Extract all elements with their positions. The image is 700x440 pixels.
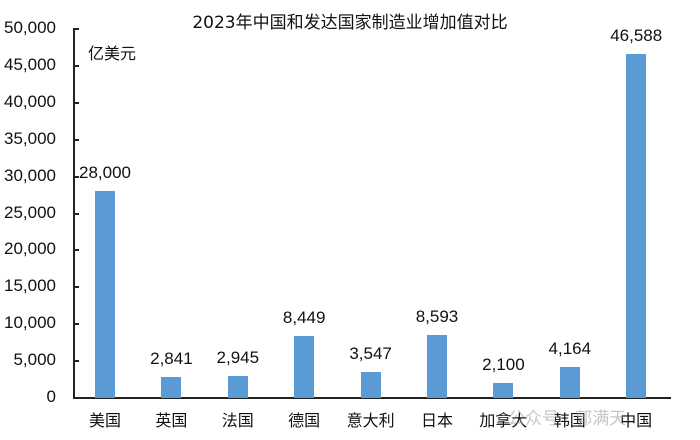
- y-tick-label: 20,000: [4, 239, 56, 259]
- bar-value-label: 2,100: [482, 354, 525, 374]
- x-category-label: 美国: [88, 411, 121, 430]
- watermark: 公众号 · 郭满天: [508, 409, 627, 429]
- y-tick-mark: [73, 286, 79, 289]
- bar-value-label: 8,449: [282, 307, 326, 327]
- bar-3: [294, 335, 315, 398]
- y-tick-mark: [73, 64, 79, 67]
- bar-value-label: 8,593: [415, 306, 459, 326]
- y-tick-label: 15,000: [4, 276, 56, 296]
- y-tick-label: 5,000: [13, 350, 56, 370]
- y-tick-label: 50,000: [4, 18, 56, 37]
- bar-1: [161, 377, 182, 398]
- x-category-label: 意大利: [346, 411, 395, 430]
- bar-2: [227, 376, 248, 398]
- x-category-label: 法国: [221, 411, 254, 430]
- y-tick-label: 45,000: [4, 54, 56, 74]
- bar-value-label: 46,588: [610, 26, 663, 46]
- y-tick-mark: [73, 212, 79, 215]
- bar-7: [559, 367, 580, 398]
- x-category-label: 中国: [620, 411, 653, 430]
- y-tick-mark: [73, 323, 79, 326]
- x-category-label: 韩国: [553, 411, 586, 430]
- y-tick-label: 25,000: [4, 202, 56, 222]
- bar-5: [427, 334, 447, 398]
- x-category-label: 加拿大: [479, 411, 528, 430]
- y-tick-mark: [73, 138, 79, 141]
- y-tick-mark: [73, 175, 79, 178]
- bar-value-label: 2,841: [150, 349, 193, 369]
- y-tick-label: 0: [46, 387, 56, 406]
- x-category-label: 英国: [155, 411, 188, 430]
- bar-value-label: 3,547: [349, 343, 392, 363]
- bar-0: [95, 191, 115, 398]
- y-axis-unit-label: 亿美元: [88, 44, 137, 63]
- bar-value-label: 28,000: [79, 163, 131, 183]
- y-tick-label: 30,000: [4, 165, 56, 185]
- chart-title: 2023年中国和发达国家制造业增加值对比: [192, 13, 508, 33]
- y-tick-label: 35,000: [4, 128, 56, 148]
- y-tick-mark: [73, 28, 79, 30]
- y-tick-label: 40,000: [4, 91, 56, 111]
- y-tick-mark: [73, 397, 79, 399]
- x-category-label: 日本: [420, 411, 453, 430]
- x-axis-line: [73, 397, 671, 399]
- bar-value-label: 2,945: [216, 348, 260, 368]
- x-category-label: 德国: [288, 411, 321, 430]
- y-tick-mark: [73, 249, 79, 252]
- y-tick-mark: [73, 101, 79, 104]
- bar-8: [626, 54, 647, 398]
- bar-6: [493, 382, 514, 398]
- y-tick-label: 10,000: [4, 313, 56, 333]
- bar-4: [360, 371, 381, 398]
- bar-value-label: 4,164: [548, 339, 592, 359]
- y-tick-mark: [73, 360, 79, 363]
